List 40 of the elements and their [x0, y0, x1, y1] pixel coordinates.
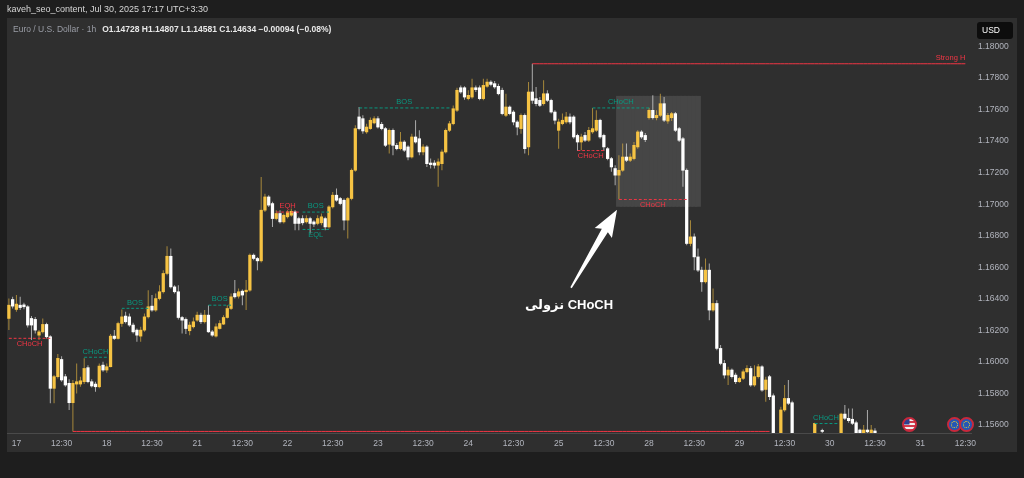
x-tick-label: 24 — [463, 438, 474, 449]
x-tick-label: 21 — [192, 438, 203, 449]
y-tick-label: 1.16200 — [978, 324, 1009, 335]
annotation: CHoCH نزولی — [524, 297, 614, 313]
x-tick-label: 12:30 — [141, 438, 163, 449]
x-tick-label: 31 — [915, 438, 926, 449]
x-tick-label: 12:30 — [50, 438, 73, 449]
x-tick-label: 17 — [11, 438, 22, 449]
x-tick-label: 12:30 — [683, 438, 706, 449]
y-tick-label: 1.15600 — [978, 419, 1009, 430]
y-tick-label: 1.15800 — [978, 387, 1009, 398]
x-tick-label: 23 — [373, 438, 383, 449]
y-tick-label: 1.17600 — [978, 103, 1009, 114]
y-tick-label: 1.18000 — [978, 40, 1009, 51]
x-tick-label: 22 — [282, 438, 293, 449]
x-tick-label: 12:30 — [773, 438, 796, 449]
text: kaveh_seo_content, Jul 30, 2025 17:17 UTC+3:30 — [7, 3, 208, 14]
x-tick-label: 12:30 — [954, 438, 977, 449]
y-tick-label: 1.16800 — [978, 230, 1009, 241]
x-tick-label: 12:30 — [593, 438, 615, 449]
y-tick-label: 1.16400 — [978, 293, 1009, 304]
x-tick-label: 30 — [825, 438, 835, 449]
y-tick-label: 1.16600 — [978, 261, 1009, 272]
x-tick-label: 12:30 — [322, 438, 344, 449]
x-tick-label: 12:30 — [412, 438, 434, 449]
x-tick-label: 18 — [102, 438, 112, 449]
y-tick-label: 1.17400 — [978, 135, 1009, 146]
x-tick-label: 12:30 — [864, 438, 886, 449]
y-tick-label: 1.17800 — [978, 72, 1009, 83]
x-tick-label: 28 — [644, 438, 655, 449]
x-tick-label: 12:30 — [231, 438, 254, 449]
x-tick-label: 25 — [553, 438, 564, 449]
x-tick-label: 12:30 — [502, 438, 525, 449]
text: O1.14728 H1.14807 L1.14581 C1.14634 −0.00094 (−0.08%) — [102, 24, 332, 35]
y-tick-label: 1.17200 — [978, 166, 1009, 177]
text: Euro / U.S. Dollar · 1h — [13, 24, 97, 35]
y-axis-title: USD — [982, 24, 1000, 35]
y-tick-label: 1.17000 — [978, 198, 1009, 209]
x-tick-label: 29 — [734, 438, 745, 449]
y-tick-label: 1.16000 — [978, 356, 1009, 367]
